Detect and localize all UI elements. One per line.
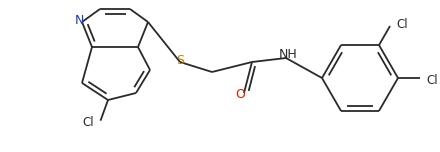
Text: O: O <box>235 88 245 102</box>
Text: Cl: Cl <box>396 17 408 31</box>
Text: Cl: Cl <box>426 74 438 86</box>
Text: Cl: Cl <box>83 116 94 129</box>
Text: N: N <box>74 14 84 26</box>
Text: NH: NH <box>279 47 297 60</box>
Text: S: S <box>176 55 184 67</box>
